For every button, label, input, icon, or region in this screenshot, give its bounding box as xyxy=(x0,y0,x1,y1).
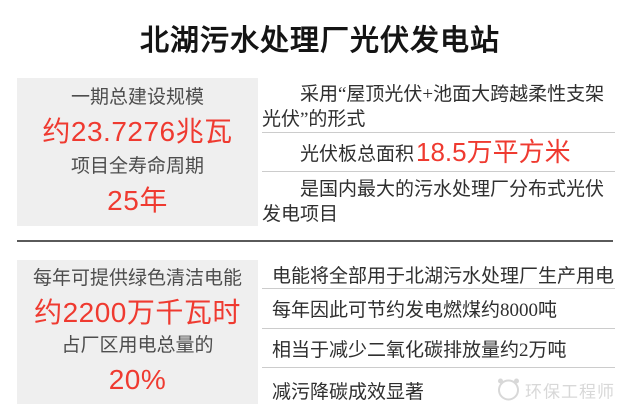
page-title: 北湖污水处理厂光伏发电站 xyxy=(139,25,500,57)
stat-value-percent: 20% xyxy=(108,363,167,395)
fact-coal-saved: 每年因此可节约发电燃煤约8000吨 xyxy=(262,289,615,329)
facts-top-section: 采用“屋顶光伏+池面大跨越柔性支架光伏”的形式 光伏板总面积 18.5万平方米 是… xyxy=(262,78,615,227)
stat-value-years: 25年 xyxy=(107,185,168,217)
stat-box-energy: 每年可提供绿色清洁电能 约2200万千瓦时 占厂区用电总量的 20% xyxy=(17,260,258,404)
fact-panel-area-label: 光伏板总面积 xyxy=(300,143,415,165)
fact-conclusion-row: 减污降碳成效显著 环保工程师 xyxy=(262,368,615,412)
stat-label-build-scale: 一期总建设规模 xyxy=(70,86,204,108)
section-divider xyxy=(17,240,613,242)
stat-value-capacity: 约23.7276兆瓦 xyxy=(42,116,233,148)
fact-mounting-type: 采用“屋顶光伏+池面大跨越柔性支架光伏”的形式 xyxy=(262,78,615,133)
fact-co2-reduced: 相当于减少二氧化碳排放量约2万吨 xyxy=(262,329,615,368)
fact-power-usage: 电能将全部用于北湖污水处理厂生产用电 xyxy=(262,260,615,289)
watermark: 环保工程师 xyxy=(498,378,615,403)
panda-logo-icon xyxy=(498,378,519,401)
fact-panel-area: 光伏板总面积 18.5万平方米 xyxy=(262,133,615,172)
stat-box-construction: 一期总建设规模 约23.7276兆瓦 项目全寿命周期 25年 xyxy=(17,78,258,226)
stat-label-share: 占厂区用电总量的 xyxy=(61,335,214,357)
fact-largest-project: 是国内最大的污水处理厂分布式光伏发电项目 xyxy=(262,179,605,225)
watermark-label: 环保工程师 xyxy=(525,382,615,402)
stat-value-kwh: 约2200万千瓦时 xyxy=(34,296,241,328)
facts-bottom-section: 电能将全部用于北湖污水处理厂生产用电 每年因此可节约发电燃煤约8000吨 相当于… xyxy=(262,260,615,412)
fact-panel-area-value: 18.5万平方米 xyxy=(416,137,571,167)
stat-label-lifecycle: 项目全寿命周期 xyxy=(70,155,204,177)
fact-conclusion-text: 减污降碳成效显著 xyxy=(272,381,425,403)
stat-label-clean-energy: 每年可提供绿色清洁电能 xyxy=(32,268,242,290)
